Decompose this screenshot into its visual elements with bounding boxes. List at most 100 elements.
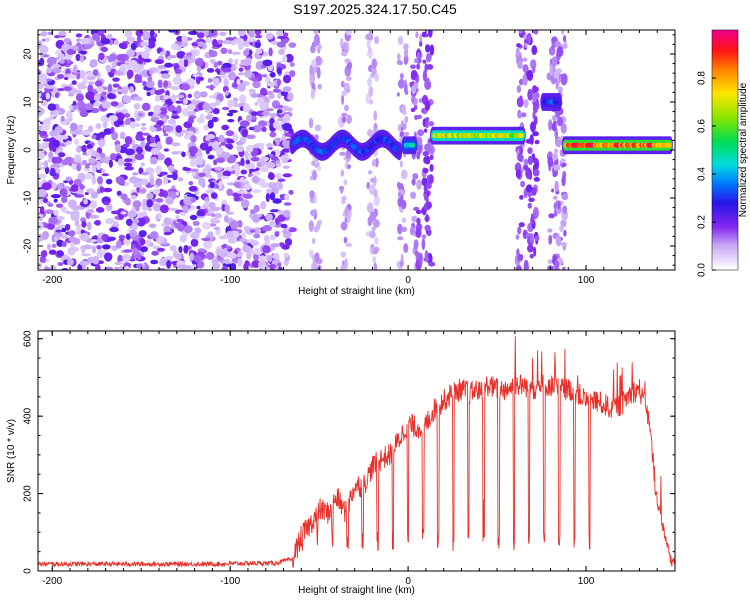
noise-blob (86, 209, 95, 214)
colorbar-cell (712, 184, 738, 187)
noise-blob (278, 48, 285, 56)
colorbar-cell (712, 52, 738, 55)
streak-blob (515, 169, 522, 179)
noise-blob (42, 230, 49, 240)
noise-blob (236, 190, 247, 194)
noise-blob (114, 261, 122, 266)
streak-blob (548, 213, 555, 219)
streak-blob (531, 187, 537, 196)
noise-blob (189, 50, 198, 58)
streak-blob (338, 185, 345, 191)
noise-blob (53, 198, 58, 203)
noise-blob (38, 200, 44, 205)
noise-blob (191, 172, 197, 177)
streak-blob (422, 69, 427, 82)
noise-blob (219, 31, 227, 36)
noise-blob (115, 143, 122, 153)
noise-blob (228, 58, 234, 65)
noise-blob (136, 253, 142, 261)
noise-blob (122, 254, 131, 262)
noise-blob (108, 115, 118, 122)
colorbar-cell (712, 230, 738, 233)
streak-blob (549, 64, 554, 76)
noise-blob (189, 252, 195, 261)
colorbar-cell (712, 208, 738, 211)
noise-blob (258, 120, 267, 127)
noise-blob (128, 37, 133, 41)
colorbar-cell (712, 118, 738, 121)
noise-blob (243, 39, 251, 47)
noise-blob (252, 80, 261, 89)
colorbar-cell (712, 206, 738, 209)
noise-blob (99, 152, 106, 158)
streak-blob (369, 177, 377, 183)
streak-blob (413, 206, 420, 211)
colorbar-cell (712, 84, 738, 87)
noise-blob (47, 203, 54, 207)
noise-blob (165, 255, 174, 260)
noise-blob (186, 130, 194, 135)
streak-blob (425, 146, 432, 153)
noise-blob (54, 125, 64, 135)
streak-blob (424, 100, 431, 111)
noise-blob (118, 66, 126, 72)
noise-blob (83, 76, 88, 85)
noise-blob (222, 170, 232, 177)
colorbar-cell (712, 60, 738, 63)
noise-blob (261, 111, 271, 116)
colorbar-cell (712, 202, 738, 205)
noise-blob (256, 214, 263, 218)
noise-blob (63, 76, 69, 81)
noise-blob (104, 156, 111, 165)
noise-blob (79, 55, 85, 63)
noise-blob (234, 58, 239, 66)
streak-blob (552, 115, 557, 121)
colorbar-cell (712, 106, 738, 109)
colorbar-cell (712, 110, 738, 113)
colorbar-cell (712, 136, 738, 139)
noise-blob (289, 70, 296, 78)
noise-blob (272, 121, 281, 129)
streak-blob (373, 189, 378, 198)
streak-blob (342, 41, 348, 51)
noise-blob (166, 260, 172, 269)
noise-blob (261, 74, 268, 78)
noise-blob (208, 30, 217, 37)
colorbar-cell (712, 124, 738, 127)
noise-blob (74, 138, 79, 146)
streak-blob (532, 85, 537, 95)
noise-blob (39, 206, 45, 215)
noise-blob (85, 91, 96, 101)
noise-blob (197, 41, 205, 47)
streak-blob (555, 79, 559, 90)
noise-blob (163, 133, 169, 137)
noise-blob (108, 159, 113, 168)
noise-blob (235, 141, 244, 146)
noise-blob (217, 39, 224, 45)
noise-blob (202, 222, 211, 230)
streak-blob (345, 30, 353, 36)
noise-blob (104, 266, 114, 270)
streak-blob (314, 252, 320, 263)
noise-blob (178, 59, 185, 67)
streak-blob (548, 234, 553, 245)
noise-blob (44, 37, 51, 42)
colorbar-cell (712, 30, 738, 33)
noise-blob (179, 234, 187, 243)
streak-blob (340, 221, 348, 231)
noise-blob (38, 221, 44, 230)
noise-blob (205, 189, 215, 194)
noise-blob (81, 220, 87, 228)
colorbar-tick-label: 0.2 (697, 215, 708, 229)
streak-blob (425, 52, 432, 63)
noise-blob (55, 229, 62, 233)
noise-blob (126, 69, 134, 79)
streak-blob (313, 37, 318, 47)
noise-blob (87, 84, 94, 94)
streak-blob (403, 43, 409, 51)
streak-blob (399, 160, 403, 168)
streak-blob (309, 190, 315, 198)
snr-panel: -200 -100 0 100 0 200 400 600 Height of straight… (6, 330, 676, 596)
noise-blob (209, 102, 217, 109)
noise-blob (80, 185, 85, 190)
